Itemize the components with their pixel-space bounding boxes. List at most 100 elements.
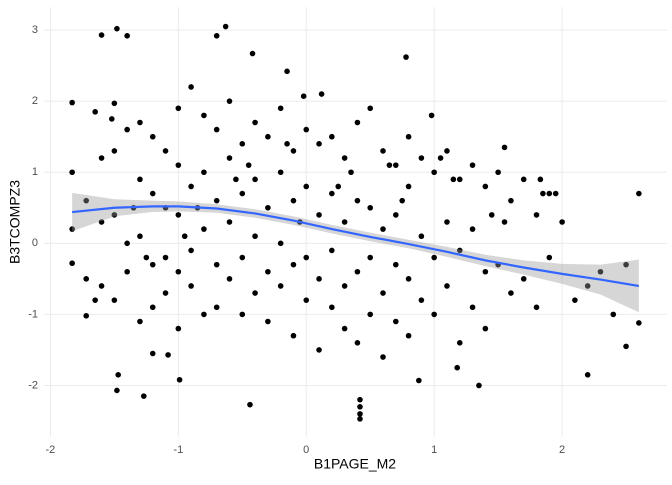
point [533,304,540,311]
point [329,190,335,197]
point [444,219,450,225]
point [403,54,409,60]
point [92,297,98,303]
point [83,197,90,204]
point [265,204,271,211]
point [367,254,374,261]
point [428,112,435,119]
point [162,290,169,296]
point [162,148,169,154]
y-axis-title: B3TCOMPZ3 [7,180,23,264]
point [226,155,233,161]
point [431,254,437,261]
point [392,261,399,268]
point [233,176,239,183]
y-tick-label: 0 [32,237,38,249]
point [450,176,457,183]
point [431,311,437,318]
point [416,377,422,384]
point [98,283,105,289]
point [476,382,482,389]
point [533,212,540,218]
point [149,190,156,197]
point [245,162,252,168]
point [354,119,361,126]
point [454,364,461,371]
point [188,247,194,254]
point [98,155,105,161]
point [623,343,629,350]
point [520,276,527,282]
point [175,212,182,218]
point [111,100,118,107]
point [482,325,489,332]
point [354,340,361,346]
point [247,401,253,408]
point [149,304,156,311]
point [277,105,284,112]
point [176,376,183,383]
point [392,318,399,325]
point [508,290,514,296]
point [418,233,425,240]
point [252,176,258,183]
point [124,32,130,39]
point [316,276,322,282]
point [437,155,444,161]
point [137,119,143,126]
point [367,105,374,112]
point [165,352,171,358]
point [175,162,182,168]
point [175,325,182,332]
point [329,247,335,254]
point [610,311,617,318]
point [469,226,476,232]
point [316,141,322,147]
point [341,219,348,225]
point [181,233,188,240]
point [69,169,75,176]
point [540,190,546,197]
y-tick-label: 2 [32,95,38,107]
point [137,233,143,240]
point [137,318,143,325]
x-tick-label: 1 [431,444,437,456]
point [303,254,310,261]
smooth-line [72,205,640,288]
point [115,372,121,378]
point [98,32,105,38]
point [508,197,514,204]
point [623,261,629,268]
point [367,311,374,318]
point [392,162,399,168]
point [265,318,271,325]
point [418,297,425,303]
point [341,155,348,161]
y-tick-label: 3 [32,24,38,36]
point [188,183,194,190]
point [584,372,591,378]
point [431,169,437,176]
point [162,254,169,261]
point [290,261,297,268]
point [405,133,412,140]
point [69,99,75,106]
point [124,268,130,275]
point [111,212,118,218]
point [213,304,220,311]
point [559,219,565,225]
point [111,297,118,303]
point [357,416,363,422]
point [277,283,284,289]
point [418,155,425,161]
point [175,268,182,275]
point [92,109,98,115]
point [284,141,290,147]
point [213,261,220,268]
point [380,290,386,296]
point [222,23,229,30]
point [111,148,118,154]
point [469,304,476,311]
point [98,219,105,225]
